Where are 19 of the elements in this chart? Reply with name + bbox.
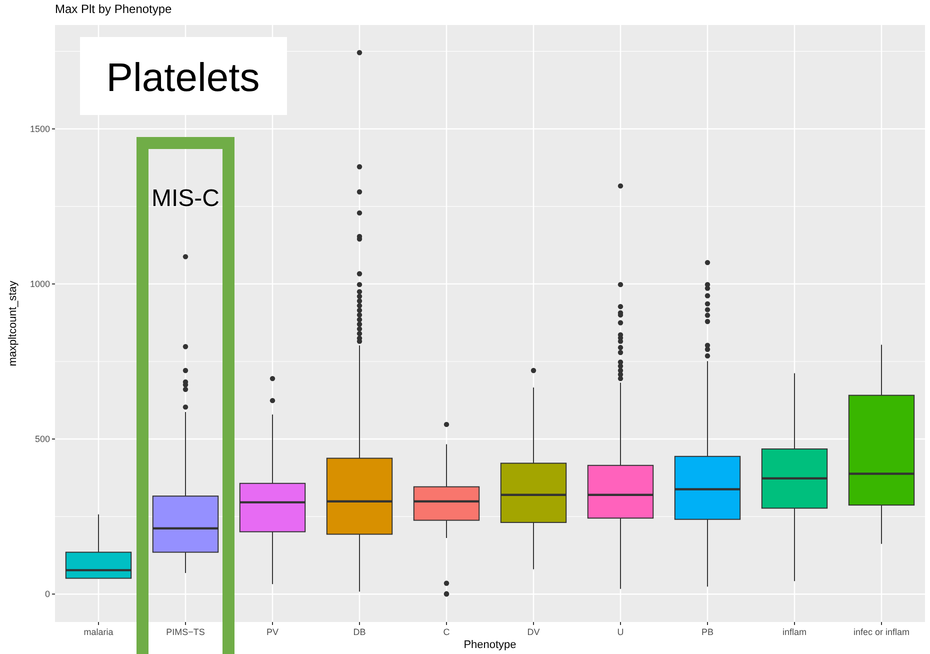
annotation: Platelets: [106, 56, 260, 100]
x-axis-title: Phenotype: [464, 639, 516, 651]
y-tick-label: 1000: [30, 279, 50, 290]
y-tick-label: 1500: [30, 124, 50, 134]
y-tick-label: 500: [34, 434, 50, 444]
x-tick-label: DB: [353, 627, 366, 637]
x-tick-label: U: [617, 627, 624, 637]
x-tick-label: malaria: [84, 627, 114, 637]
x-tick-label: infec or inflam: [853, 627, 910, 637]
x-tick-label: PV: [266, 627, 279, 637]
chart-title: Max Plt by Phenotype: [55, 2, 172, 16]
y-tick-label: 0: [44, 589, 50, 600]
x-tick-label: inflam: [782, 627, 807, 637]
x-tick-label: PIMS−TS: [166, 627, 205, 637]
x-tick-label: DV: [527, 627, 540, 637]
y-axis-title: maxpltcount_stay: [7, 280, 19, 366]
x-tick-label: C: [443, 627, 450, 637]
x-tick-label: PB: [701, 627, 714, 637]
annotation: MIS-C: [152, 185, 220, 212]
